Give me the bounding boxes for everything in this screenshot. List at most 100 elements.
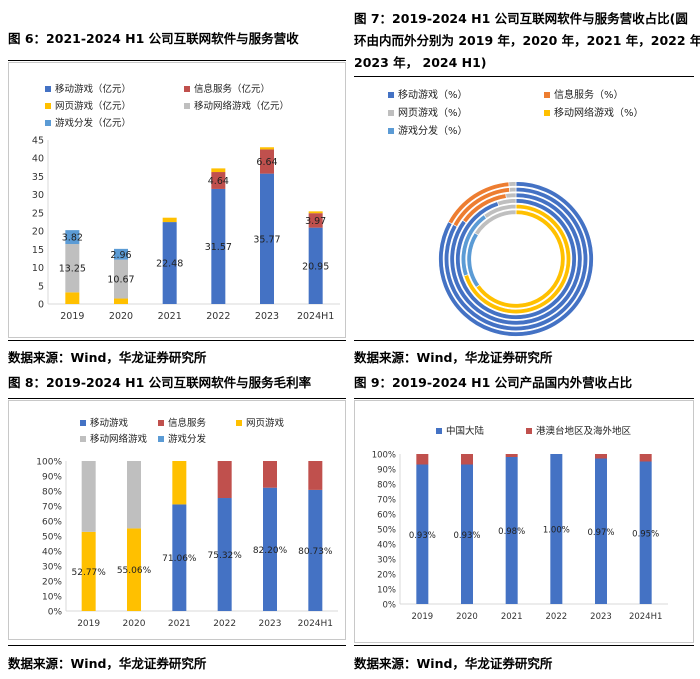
y-tick-label: 0% xyxy=(48,608,63,618)
legend-item-label: 游戏分发（%） xyxy=(398,124,468,137)
figure-6-bottom-rule xyxy=(8,340,346,341)
legend-item-label: 信息服务 xyxy=(168,417,207,429)
bar-segment xyxy=(211,168,226,173)
y-tick-label: 5 xyxy=(38,281,44,292)
bar-segment xyxy=(81,461,96,532)
data-label: 55.06% xyxy=(117,566,152,576)
figure-9-frame xyxy=(354,400,694,643)
x-tick-label: 2021 xyxy=(158,311,182,322)
bar-segment xyxy=(211,188,226,304)
y-tick-label: 50% xyxy=(377,526,396,536)
legend-item-swatch xyxy=(544,92,550,98)
figure-6-top-rule xyxy=(8,60,346,61)
bar-segment xyxy=(505,457,518,604)
x-tick-label: 2021 xyxy=(501,612,523,622)
figure-9-bottom-rule xyxy=(354,645,694,646)
data-label: 52.77% xyxy=(72,568,107,578)
data-label: 80.73% xyxy=(298,547,333,557)
x-tick-label: 2024H1 xyxy=(298,619,333,629)
bar-segment xyxy=(461,454,473,465)
bar-segment xyxy=(505,454,518,457)
figure-6-chart: 移动游戏（亿元） 信息服务（亿元） 网页游戏（亿元） 移动网络游戏（亿元） 游戏分发（亿… xyxy=(32,83,340,322)
figure-8-title: 图 8：2019-2024 H1 公司互联网软件与服务毛利率 xyxy=(8,375,312,390)
y-tick-label: 90% xyxy=(42,473,62,483)
data-label: 6.64 xyxy=(256,157,277,168)
bar-segment xyxy=(127,528,141,611)
legend-item-label: 港澳台地区及海外地区 xyxy=(536,425,632,437)
y-tick-label: 10% xyxy=(377,586,396,596)
figure-6-frame xyxy=(8,62,346,338)
figure-8-frame xyxy=(8,400,346,640)
data-label: 71.06% xyxy=(162,554,197,564)
bar-segment xyxy=(595,454,607,459)
figure-7-bottom-rule xyxy=(354,340,694,341)
legend-item-swatch xyxy=(158,436,164,442)
x-tick-label: 2020 xyxy=(456,612,478,622)
bar-segment xyxy=(65,244,80,293)
y-tick-label: 0% xyxy=(383,601,397,611)
y-tick-label: 90% xyxy=(377,466,396,476)
x-tick-label: 2019 xyxy=(412,612,434,622)
legend-item-label: 信息服务（%） xyxy=(554,88,624,101)
donut-ring-segment xyxy=(483,203,517,219)
y-tick-label: 60% xyxy=(377,511,396,521)
data-label: 0.93% xyxy=(453,531,480,541)
bar-segment xyxy=(416,464,429,604)
bar-segment xyxy=(172,461,187,505)
figure-8-bottom-rule xyxy=(8,645,346,646)
y-tick-label: 45 xyxy=(32,136,44,147)
y-tick-label: 25 xyxy=(32,208,44,219)
x-tick-label: 2019 xyxy=(60,311,84,322)
legend-item-label: 移动游戏 xyxy=(90,417,129,429)
y-tick-label: 80% xyxy=(377,481,396,491)
legend-item-swatch xyxy=(388,128,394,134)
data-label: 0.98% xyxy=(498,527,525,537)
y-tick-label: 15 xyxy=(32,245,44,256)
legend-item-swatch xyxy=(526,428,532,434)
figure-7-chart: 移动游戏（%） 信息服务（%） 网页游戏（%） 移动网络游戏（%） 游戏分发（%） xyxy=(388,88,644,337)
data-label: 31.57 xyxy=(205,242,232,253)
legend-item-label: 网页游戏 xyxy=(246,417,285,429)
legend-item-swatch xyxy=(544,110,550,116)
bar-segment xyxy=(65,292,80,304)
donut-ring-segment xyxy=(508,181,517,187)
figure-8-top-rule xyxy=(8,398,346,399)
x-tick-label: 2020 xyxy=(109,311,133,322)
y-tick-label: 70% xyxy=(42,503,62,513)
data-label: 82.20% xyxy=(253,546,288,556)
data-label: 22.48 xyxy=(156,259,183,270)
x-tick-label: 2024H1 xyxy=(297,311,334,322)
legend-item-label: 移动游戏（亿元） xyxy=(55,83,131,95)
y-tick-label: 30% xyxy=(377,556,396,566)
data-label: 0.93% xyxy=(409,531,436,541)
donut-ring-segment xyxy=(508,186,517,193)
x-tick-label: 2024H1 xyxy=(629,612,662,622)
legend-item-label: 信息服务（亿元） xyxy=(194,83,270,95)
figure-7-top-rule xyxy=(354,76,694,77)
data-label: 3.82 xyxy=(62,233,83,244)
data-label: 10.67 xyxy=(107,275,134,286)
x-tick-label: 2023 xyxy=(255,311,279,322)
legend-item-label: 网页游戏（亿元） xyxy=(55,100,131,112)
y-tick-label: 20% xyxy=(377,571,396,581)
bar-segment xyxy=(114,298,128,304)
bar-segment xyxy=(162,217,177,223)
bar-segment xyxy=(639,461,652,604)
legend-item-swatch xyxy=(45,103,51,109)
legend-item-swatch xyxy=(45,120,51,126)
y-tick-label: 50% xyxy=(42,533,62,543)
legend-item-label: 移动网络游戏 xyxy=(90,433,148,445)
bar-segment xyxy=(81,531,96,611)
x-tick-label: 2022 xyxy=(546,612,568,622)
x-tick-label: 2022 xyxy=(213,619,236,629)
figure-8-source: 数据来源：Wind，华龙证券研究所 xyxy=(8,656,207,671)
donut-ring-segment xyxy=(455,198,577,320)
donut-ring-segment xyxy=(474,209,517,236)
y-tick-label: 70% xyxy=(377,496,396,506)
donut-ring-segment xyxy=(475,209,566,309)
figure-7-source: 数据来源：Wind，华龙证券研究所 xyxy=(354,350,553,365)
bar-segment xyxy=(550,454,563,604)
y-tick-label: 40% xyxy=(377,541,396,551)
bar-segment xyxy=(217,498,232,611)
bar-segment xyxy=(308,489,323,611)
